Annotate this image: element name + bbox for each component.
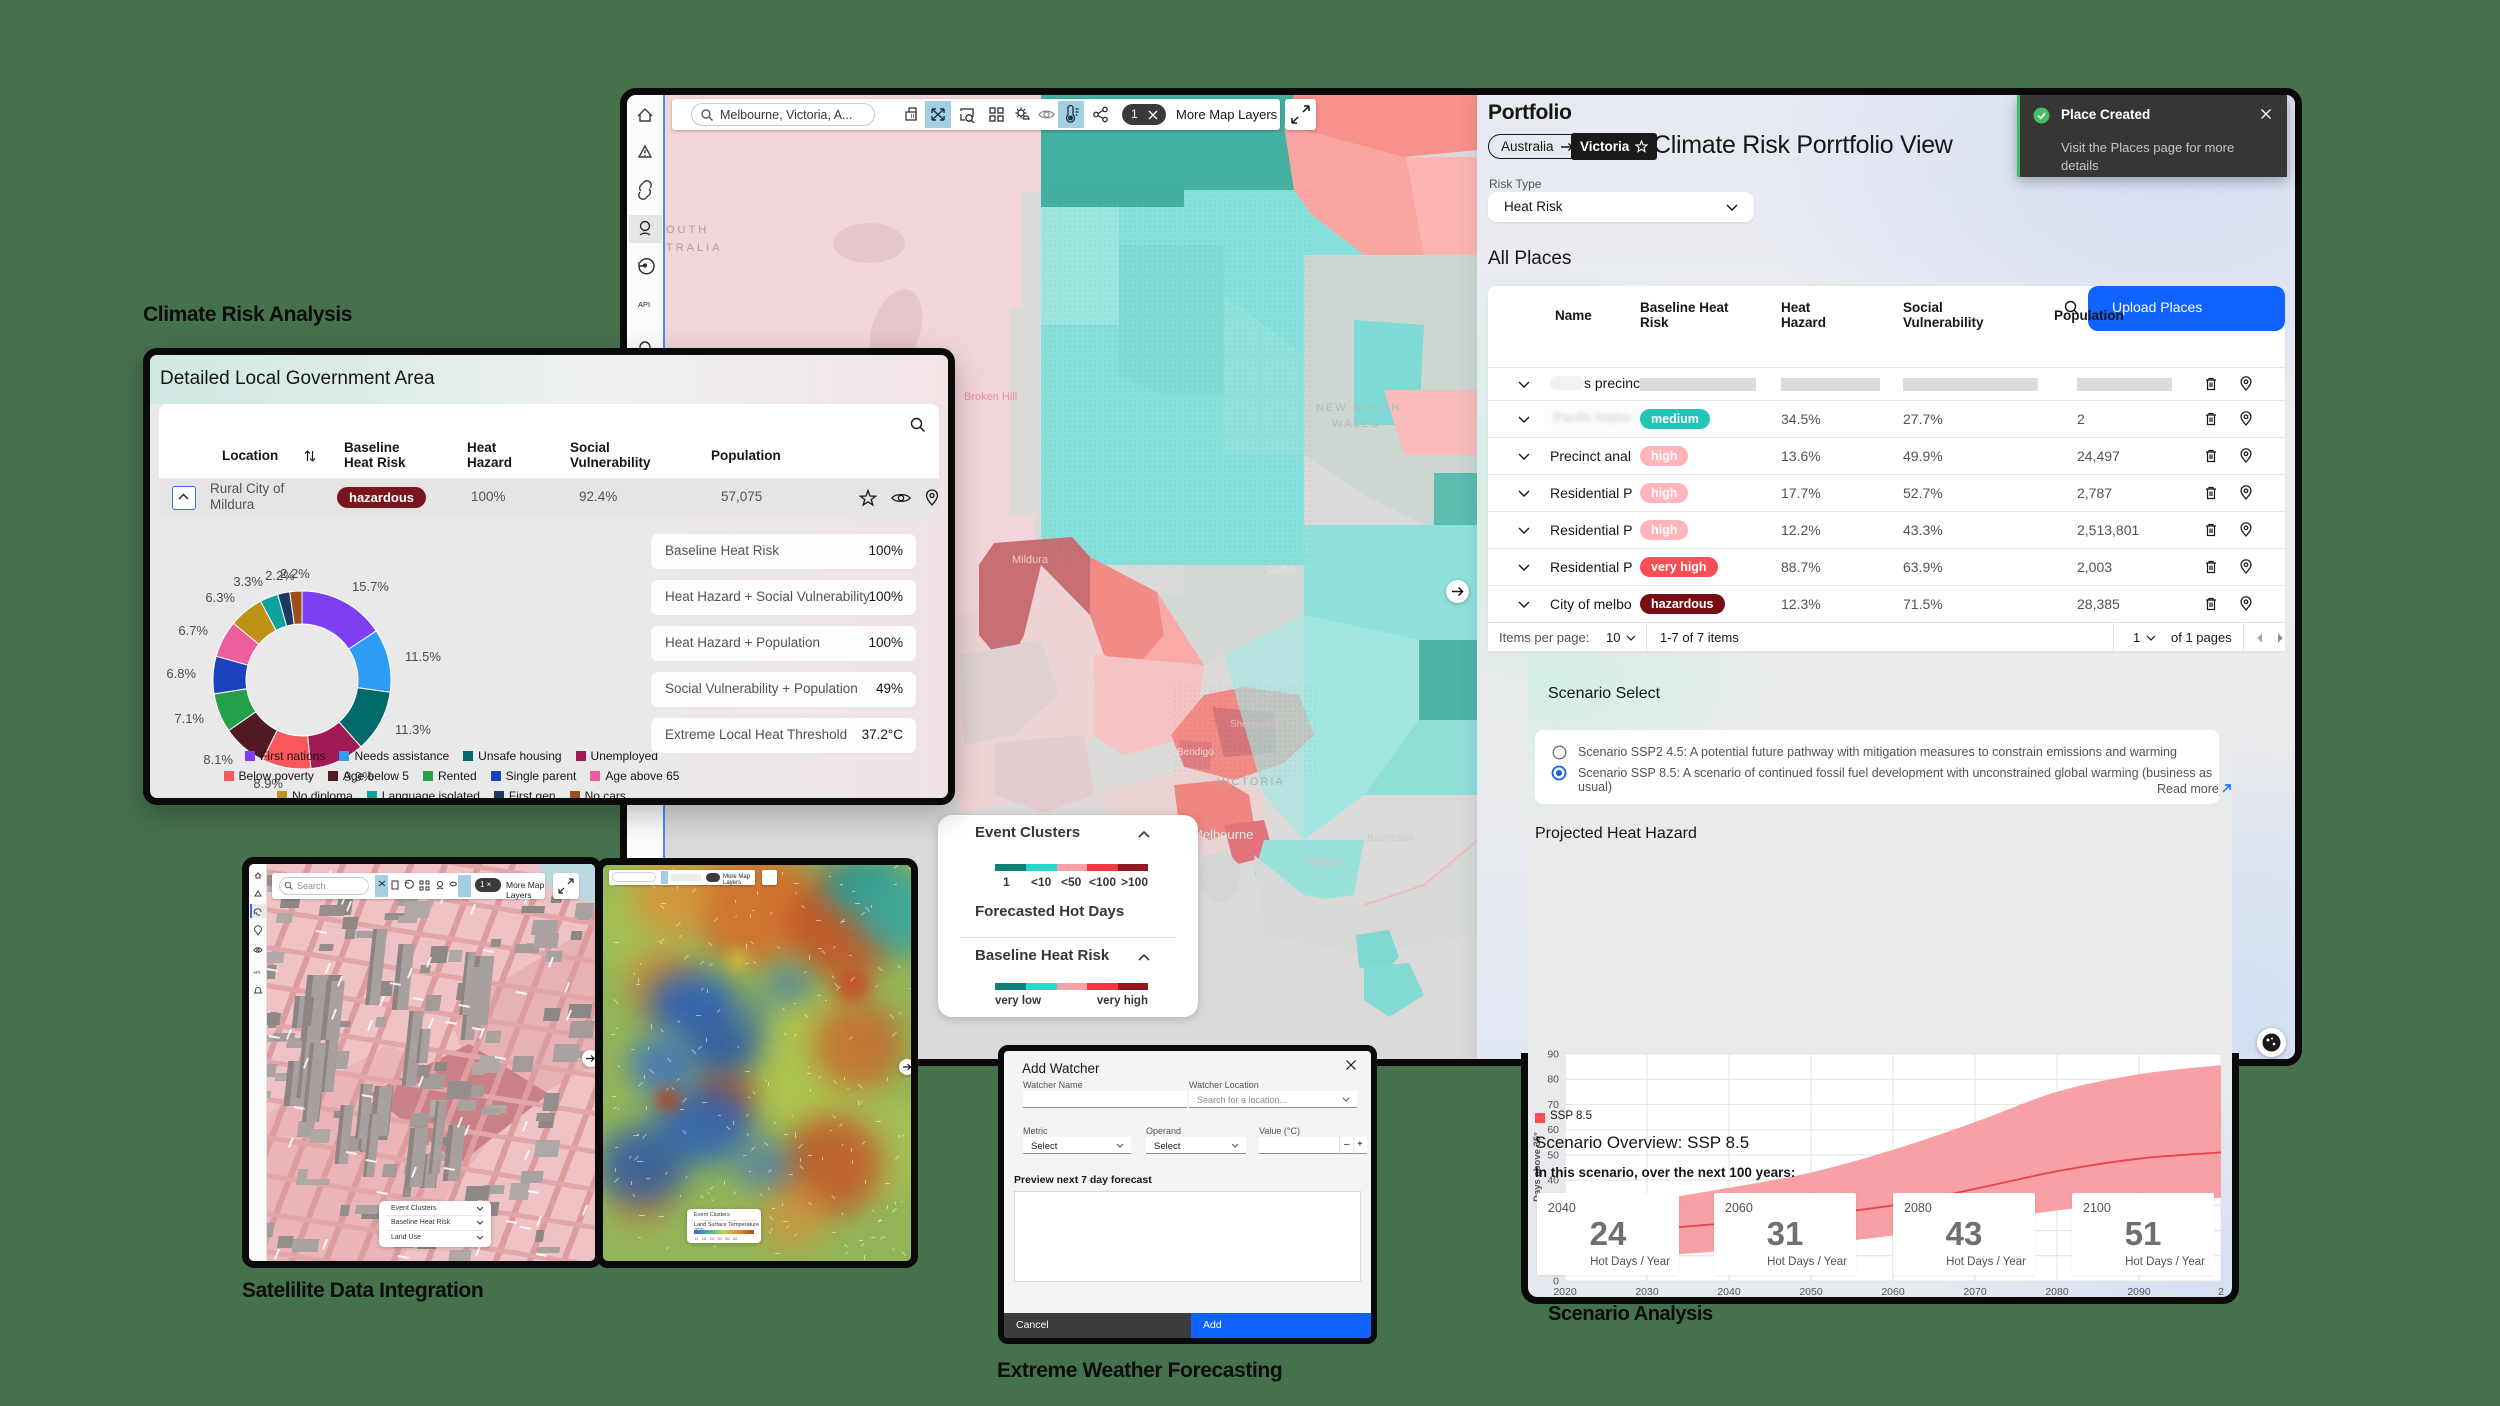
- svg-text:Broken Hill: Broken Hill: [964, 391, 1017, 403]
- svg-text:Bairnsdale: Bairnsdale: [1367, 833, 1415, 844]
- svg-text:7.1%: 7.1%: [174, 711, 204, 726]
- svg-text:Griffith: Griffith: [1267, 565, 1296, 576]
- svg-text:50: 50: [1547, 1149, 1559, 1161]
- svg-text:0: 0: [1553, 1276, 1559, 1288]
- svg-text:2030: 2030: [1635, 1286, 1659, 1298]
- svg-text:2: 2: [2218, 1286, 2224, 1298]
- svg-text:90: 90: [1547, 1049, 1559, 1061]
- svg-text:8.1%: 8.1%: [203, 752, 233, 767]
- svg-text:2040: 2040: [1717, 1286, 1741, 1298]
- svg-text:6.3%: 6.3%: [205, 590, 235, 605]
- svg-text:2090: 2090: [2127, 1286, 2151, 1298]
- svg-text:11.5%: 11.5%: [405, 649, 441, 664]
- svg-text:API: API: [253, 970, 260, 975]
- svg-text:2070: 2070: [1963, 1286, 1987, 1298]
- svg-text:60: 60: [1547, 1124, 1559, 1136]
- svg-text:6.8%: 6.8%: [166, 666, 196, 681]
- svg-text:15.7%: 15.7%: [352, 579, 389, 594]
- svg-text:6.7%: 6.7%: [178, 623, 208, 638]
- svg-text:2.2%: 2.2%: [280, 566, 310, 581]
- svg-text:40: 40: [1547, 1175, 1559, 1187]
- svg-text:2.2%: 2.2%: [265, 568, 295, 583]
- svg-text:Shepparton: Shepparton: [1230, 719, 1282, 730]
- svg-text:WALES: WALES: [1332, 418, 1380, 430]
- svg-text:80: 80: [1547, 1074, 1559, 1086]
- svg-text:11.3%: 11.3%: [395, 722, 431, 737]
- svg-text:2060: 2060: [1881, 1286, 1905, 1298]
- svg-text:API: API: [638, 300, 650, 309]
- svg-text:3.3%: 3.3%: [233, 574, 263, 589]
- svg-text:OUTH: OUTH: [666, 224, 709, 236]
- svg-text:Bendigo: Bendigo: [1177, 747, 1214, 758]
- svg-text:Traralgon: Traralgon: [1302, 857, 1344, 868]
- svg-text:8.9%: 8.9%: [253, 776, 283, 791]
- svg-text:NEW SOUTH: NEW SOUTH: [1316, 402, 1401, 414]
- svg-text:VICTORIA: VICTORIA: [1217, 776, 1285, 788]
- svg-text:Melbourne: Melbourne: [1192, 827, 1253, 842]
- svg-text:Days above 35°: Days above 35°: [1532, 1132, 1543, 1202]
- svg-text:2050: 2050: [1799, 1286, 1823, 1298]
- svg-text:Mildura: Mildura: [1012, 554, 1049, 566]
- svg-text:2020: 2020: [1553, 1286, 1577, 1298]
- svg-text:9.9%: 9.9%: [344, 769, 374, 784]
- svg-text:TRALIA: TRALIA: [666, 242, 723, 254]
- svg-text:70: 70: [1547, 1099, 1559, 1111]
- svg-text:2080: 2080: [2045, 1286, 2069, 1298]
